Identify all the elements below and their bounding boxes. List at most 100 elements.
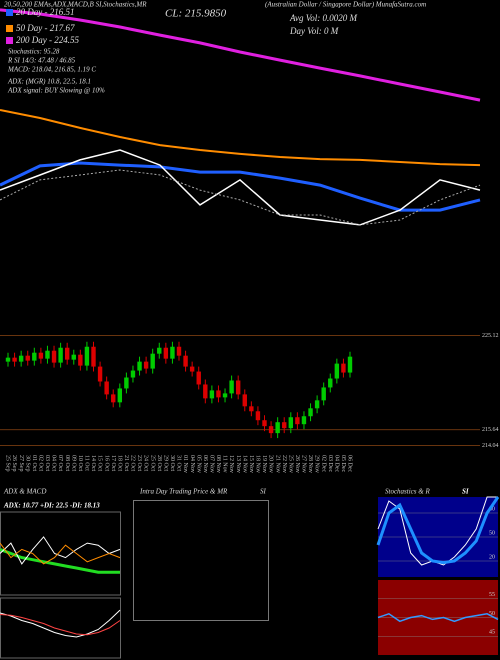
candle-body [176, 346, 182, 356]
x-tick-label: 18 Oct [116, 455, 122, 471]
legend-swatch [6, 37, 13, 44]
adx-frame [0, 511, 121, 596]
x-tick-label: 15 Oct [97, 455, 103, 471]
intraday-frame [133, 500, 269, 621]
x-tick-label: 21 Nov [274, 455, 280, 473]
candle-body [78, 354, 83, 366]
candle-body [282, 422, 287, 429]
candle-body [58, 347, 63, 363]
candle-body [229, 380, 234, 394]
x-tick-label: 13 Nov [235, 455, 241, 473]
candle-body [84, 346, 90, 366]
candle-body [308, 408, 313, 417]
x-tick-label: 04 Nov [189, 455, 195, 473]
candle-body [203, 384, 208, 399]
x-tick-label: 05 Dec [340, 455, 346, 472]
series-line [0, 161, 481, 212]
legend-entry: 50 Day - 217.67 [16, 23, 75, 33]
y-tick-label: 55 [489, 592, 495, 598]
candle-body [5, 357, 11, 362]
intraday-title: Intra Day Trading Price & MR [139, 488, 228, 496]
candle-body [32, 352, 37, 361]
panel-subtitle: SI [462, 488, 469, 496]
x-tick-label: 31 Oct [176, 455, 182, 471]
candle-body [183, 355, 188, 367]
candle-body [295, 417, 300, 425]
stat: R SI 14/3: 47.48 / 46.85 [7, 57, 76, 65]
x-tick-label: 04 Oct [51, 455, 57, 471]
candle-body [157, 347, 162, 354]
intraday-note: SI [260, 488, 267, 496]
x-tick-label: 23 Oct [136, 455, 142, 471]
y-tick-label: 215.64 [482, 427, 499, 433]
header-title: (Australian Dollar / Singapore Dollar) M… [265, 1, 426, 9]
candle-body [301, 416, 307, 425]
x-tick-label: 24 Oct [143, 455, 149, 471]
x-tick-label: 25 Sep [5, 455, 11, 472]
x-tick-label: 18 Nov [255, 455, 261, 473]
stat: ADX: (MGR) 10.8, 22.5, 18.1 [7, 78, 91, 86]
y-tick-label: 50 [489, 611, 495, 617]
x-tick-label: 11 Oct [84, 455, 90, 471]
x-tick-label: 02 Oct [38, 455, 44, 471]
x-tick-label: 14 Nov [241, 455, 247, 473]
candle-body [255, 411, 261, 421]
x-tick-label: 19 Nov [261, 455, 267, 473]
candle-body [130, 370, 136, 378]
candle-body [288, 417, 294, 429]
candle-body [334, 363, 340, 379]
panel-title: Stochastics & R [385, 488, 430, 496]
stat: MACD: 218.04, 216.85, 1.19 C [7, 66, 96, 74]
x-tick-label: 28 Oct [156, 455, 162, 471]
series-line [0, 547, 120, 574]
x-tick-label: 03 Dec [327, 455, 333, 472]
x-tick-label: 28 Nov [307, 455, 313, 473]
panel-title: ADX & MACD [3, 488, 46, 496]
candle-body [71, 354, 76, 360]
x-tick-label: 11 Nov [222, 455, 228, 473]
legend-swatch [6, 9, 13, 16]
y-tick-label: 80 [489, 506, 495, 512]
x-tick-label: 07 Nov [209, 455, 215, 473]
legend-entry: 20 Day - 216.51 [16, 7, 75, 17]
y-tick-label: 20 [489, 554, 495, 560]
x-tick-label: 17 Oct [110, 455, 116, 471]
series-line [0, 169, 481, 226]
candle-body [104, 381, 109, 395]
series-line [0, 149, 481, 226]
y-tick-label: 50 [489, 530, 495, 536]
macd-frame [0, 597, 121, 659]
candle-body [150, 353, 155, 369]
candle-body [170, 346, 175, 359]
candle-body [18, 355, 24, 362]
candle-body [262, 420, 267, 427]
day-vol: Day Vol: 0 M [289, 26, 339, 36]
x-tick-label: 26 Nov [294, 455, 300, 473]
candle-body [45, 350, 50, 359]
x-tick-label: 03 Oct [44, 455, 50, 471]
x-tick-label: 12 Nov [228, 455, 234, 473]
series-line [0, 109, 481, 167]
candle-body [216, 390, 221, 398]
candle-body [268, 426, 274, 434]
x-tick-label: 16 Oct [103, 455, 109, 471]
x-tick-label: 22 Oct [130, 455, 136, 471]
x-tick-label: 07 Oct [57, 455, 63, 471]
candle-body [143, 361, 149, 369]
legend-swatch [6, 25, 13, 32]
x-tick-label: 25 Nov [287, 455, 293, 473]
x-tick-label: 08 Nov [215, 455, 221, 473]
x-tick-label: 22 Nov [281, 455, 287, 473]
candle-body [137, 361, 142, 371]
candle-body [341, 363, 346, 373]
candle-body [51, 350, 57, 363]
x-tick-label: 29 Nov [314, 455, 320, 473]
candle-body [97, 366, 103, 382]
x-tick-label: 10 Oct [77, 455, 83, 471]
x-tick-label: 20 Nov [268, 455, 274, 473]
header-left: 20,50,200 EMAs,ADX,MACD,B SI,Stochastics… [4, 1, 147, 9]
x-tick-label: 30 Oct [169, 455, 175, 471]
candle-body [347, 356, 353, 373]
close-price: CL: 215.9850 [165, 8, 227, 20]
